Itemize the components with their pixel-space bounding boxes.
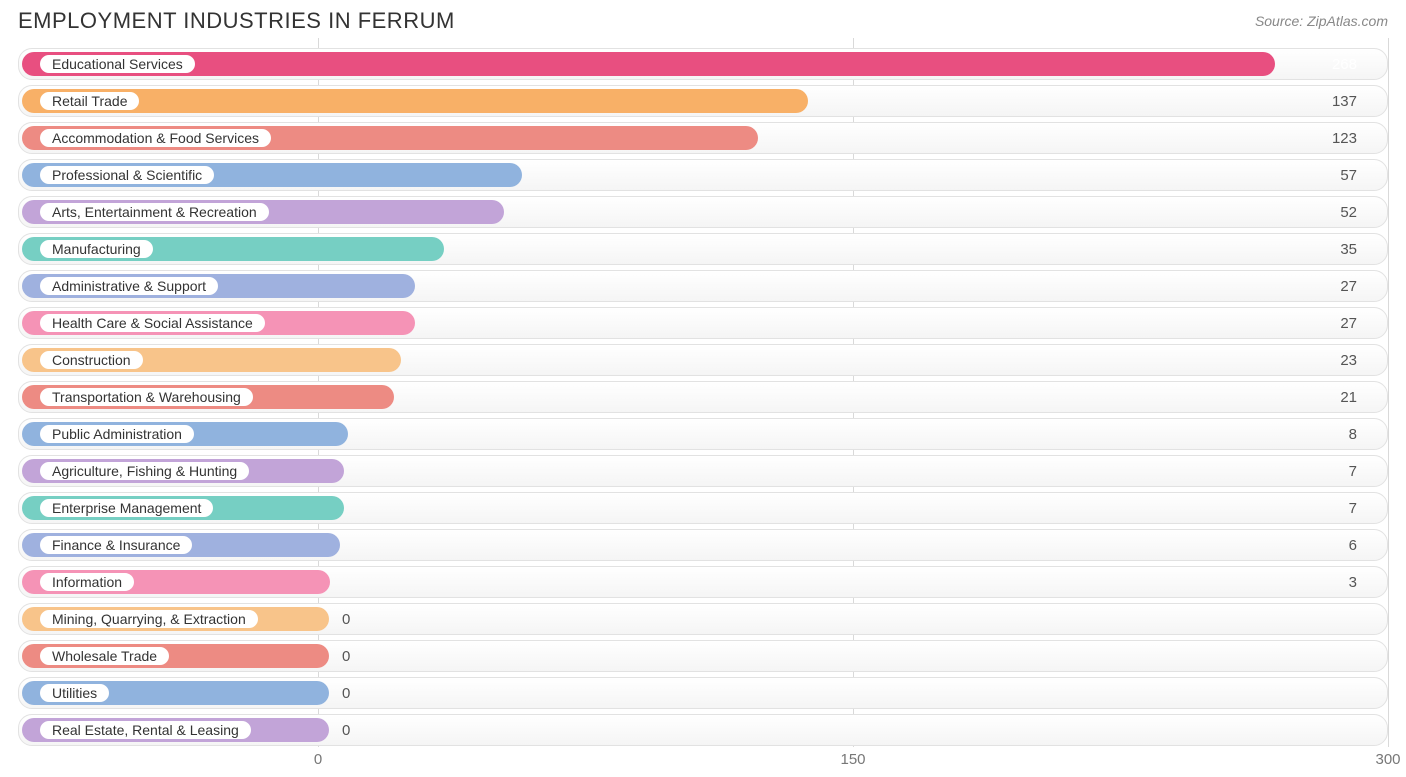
bar-label: Accommodation & Food Services [39,128,272,148]
bar-row: Professional & Scientific 57 [18,159,1388,191]
bar-value: 52 [1340,197,1357,229]
bar-row: Wholesale Trade 0 [18,640,1388,672]
bar-value: 57 [1340,160,1357,192]
bar-row: Retail Trade 137 [18,85,1388,117]
bar-label: Information [39,572,135,592]
bar-value: 23 [1340,345,1357,377]
bar-label: Health Care & Social Assistance [39,313,266,333]
chart-header: EMPLOYMENT INDUSTRIES IN FERRUM Source: … [0,0,1406,38]
bar-row: Real Estate, Rental & Leasing 0 [18,714,1388,746]
bar-row: Health Care & Social Assistance 27 [18,307,1388,339]
bar-label: Educational Services [39,54,196,74]
bar-row: Enterprise Management 7 [18,492,1388,524]
chart-source: Source: ZipAtlas.com [1255,13,1388,29]
bar-label: Arts, Entertainment & Recreation [39,202,270,222]
bar-label: Enterprise Management [39,498,214,518]
bar-label: Manufacturing [39,239,154,259]
bar-value: 3 [1349,567,1357,599]
bar-row: Construction 23 [18,344,1388,376]
bar-row: Utilities 0 [18,677,1388,709]
bar-value: 123 [1332,123,1357,155]
bar-label: Construction [39,350,144,370]
bar-value: 0 [342,641,350,673]
chart-area: Educational Services 268 Retail Trade 137 Ac… [0,38,1406,777]
bar-value: 0 [342,678,350,710]
x-tick: 300 [1375,751,1400,768]
bar-row: Accommodation & Food Services 123 [18,122,1388,154]
bar-value: 7 [1349,493,1357,525]
bar-row: Mining, Quarrying, & Extraction 0 [18,603,1388,635]
bar-value: 137 [1332,86,1357,118]
bar-row: Transportation & Warehousing 21 [18,381,1388,413]
bar-value: 35 [1340,234,1357,266]
bar-label: Finance & Insurance [39,535,193,555]
chart-title: EMPLOYMENT INDUSTRIES IN FERRUM [18,8,455,34]
bar-row: Administrative & Support 27 [18,270,1388,302]
bar-row: Finance & Insurance 6 [18,529,1388,561]
bar-row: Educational Services 268 [18,48,1388,80]
x-tick: 0 [314,751,322,768]
bar-value: 21 [1340,382,1357,414]
bar-value: 8 [1349,419,1357,451]
bar-row: Public Administration 8 [18,418,1388,450]
bar-label: Utilities [39,683,110,703]
bar-fill [22,52,1275,76]
bar-label: Retail Trade [39,91,140,111]
x-axis: 0150300 [18,751,1388,777]
bar-value: 27 [1340,271,1357,303]
chart-rows: Educational Services 268 Retail Trade 137 Ac… [18,48,1388,746]
bar-label: Professional & Scientific [39,165,215,185]
bar-label: Wholesale Trade [39,646,170,666]
bar-value: 0 [342,715,350,747]
bar-label: Public Administration [39,424,195,444]
bar-label: Transportation & Warehousing [39,387,254,407]
bar-value: 0 [342,604,350,636]
bar-label: Administrative & Support [39,276,219,296]
bar-row: Manufacturing 35 [18,233,1388,265]
bar-label: Agriculture, Fishing & Hunting [39,461,250,481]
bar-value: 27 [1340,308,1357,340]
bar-row: Arts, Entertainment & Recreation 52 [18,196,1388,228]
bar-row: Information 3 [18,566,1388,598]
bar-label: Real Estate, Rental & Leasing [39,720,252,740]
bar-value: 268 [1332,49,1357,81]
bar-row: Agriculture, Fishing & Hunting 7 [18,455,1388,487]
bar-label: Mining, Quarrying, & Extraction [39,609,259,629]
bar-value: 6 [1349,530,1357,562]
x-tick: 150 [840,751,865,768]
bar-value: 7 [1349,456,1357,488]
gridline [1388,38,1389,747]
